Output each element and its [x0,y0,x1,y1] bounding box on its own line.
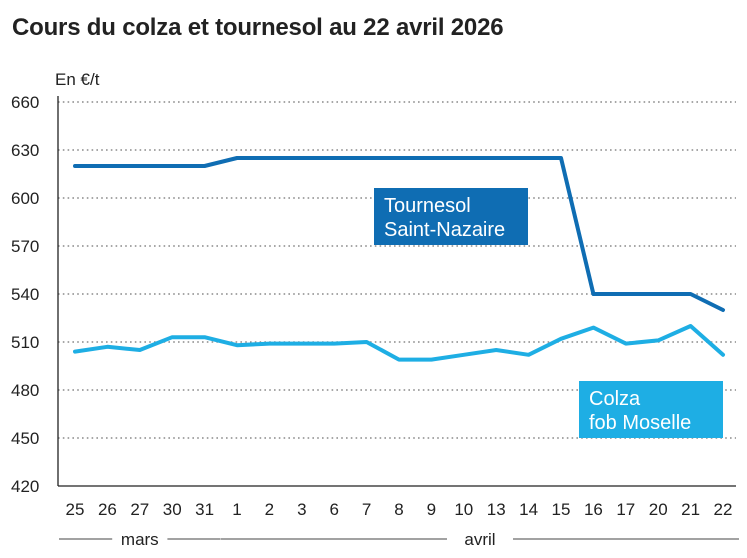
x-tick-label: 10 [454,500,473,519]
tournesol-saint-nazaire-line [73,156,725,312]
x-tick-label: 15 [552,500,571,519]
x-tick-label: 14 [519,500,538,519]
x-tick-label: 31 [195,500,214,519]
y-tick-label: 570 [11,237,39,256]
y-tick-label: 450 [11,429,39,448]
tournesol-saint-nazaire-label-box [374,188,528,245]
x-tick-label: 3 [297,500,306,519]
x-tick-label: 6 [329,500,338,519]
colza-fob-moselle-label-box [579,381,723,438]
y-tick-label: 510 [11,333,39,352]
colza-fob-moselle-label-text: fob Moselle [589,412,691,434]
month-label: avril [464,530,495,549]
chart-title: Cours du colza et tournesol au 22 avril … [12,14,504,41]
y-tick-label: 630 [11,141,39,160]
colza-fob-moselle-label-text: Colza [589,388,641,410]
x-tick-label: 17 [616,500,635,519]
colza-fob-moselle-line [73,324,725,362]
x-tick-label: 22 [714,500,733,519]
tournesol-saint-nazaire-label-text: Saint-Nazaire [384,219,505,241]
y-tick-label: 660 [11,93,39,112]
x-tick-label: 21 [681,500,700,519]
x-tick-label: 9 [427,500,436,519]
x-tick-label: 25 [66,500,85,519]
x-tick-label: 20 [649,500,668,519]
y-tick-label: 540 [11,285,39,304]
x-tick-label: 26 [98,500,117,519]
x-axis: 25 26 27 30 31 1 2 3 6 7 8 9 10 13 14 15 16 17 20 21 22 mars a… [58,485,739,549]
y-axis-unit: En €/t [55,70,100,89]
series-lines [73,156,725,362]
x-tick-label: 13 [487,500,506,519]
x-tick-label: 8 [394,500,403,519]
x-tick-label: 16 [584,500,603,519]
month-label: mars [121,530,159,549]
x-tick-label: 7 [362,500,371,519]
y-axis: 420 450 480 510 540 570 600 630 660 En €/t [11,70,100,496]
y-tick-label: 600 [11,189,39,208]
y-tick-label: 420 [11,477,39,496]
y-tick-label: 480 [11,381,39,400]
x-tick-label: 30 [163,500,182,519]
x-tick-label: 27 [130,500,149,519]
x-tick-label: 2 [265,500,274,519]
tournesol-saint-nazaire-label-text: Tournesol [384,195,471,217]
x-tick-label: 1 [232,500,241,519]
